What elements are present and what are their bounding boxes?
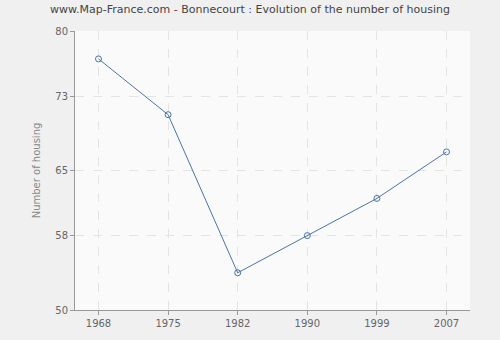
svg-text:73: 73 bbox=[55, 91, 68, 102]
svg-text:1990: 1990 bbox=[295, 318, 320, 329]
svg-text:1982: 1982 bbox=[225, 318, 250, 329]
svg-text:1968: 1968 bbox=[86, 318, 111, 329]
svg-text:80: 80 bbox=[55, 26, 68, 37]
svg-text:Number of housing: Number of housing bbox=[31, 123, 42, 219]
svg-text:1975: 1975 bbox=[155, 318, 180, 329]
svg-text:65: 65 bbox=[55, 165, 68, 176]
svg-text:2007: 2007 bbox=[434, 318, 459, 329]
svg-text:50: 50 bbox=[55, 305, 68, 316]
svg-text:1999: 1999 bbox=[364, 318, 389, 329]
svg-text:58: 58 bbox=[55, 230, 68, 241]
svg-text:www.Map-France.com - Bonnecour: www.Map-France.com - Bonnecourt : Evolut… bbox=[50, 3, 450, 16]
